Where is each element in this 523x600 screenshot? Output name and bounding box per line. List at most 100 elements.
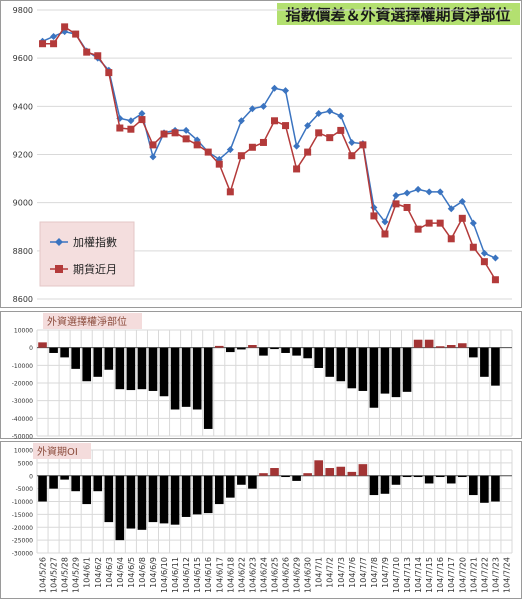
index-point <box>182 126 190 134</box>
middle-bar <box>237 347 246 350</box>
x-axis-date-label: 104/6/18 <box>226 557 235 593</box>
bottom-bar <box>60 475 69 480</box>
futures-point <box>326 134 334 142</box>
bottom-bar <box>137 475 147 530</box>
bottom-bar <box>446 475 456 484</box>
bottom-y-tick-label: -20000 <box>12 525 33 532</box>
middle-bar <box>358 347 368 391</box>
middle-bar <box>281 347 290 353</box>
futures-point <box>171 129 179 137</box>
x-axis-date-label: 104/6/26 <box>282 557 291 593</box>
top-y-tick-label: 8600 <box>13 295 33 304</box>
middle-y-tick-label: 10000 <box>14 328 33 335</box>
middle-y-tick-label: -10000 <box>12 363 33 370</box>
index-point <box>414 185 422 193</box>
index-point <box>337 112 345 120</box>
futures-point <box>271 117 278 125</box>
x-axis-date-label: 104/7/6 <box>348 557 357 588</box>
index-point <box>458 197 466 205</box>
middle-bar <box>413 339 423 348</box>
bottom-bar <box>424 475 434 484</box>
x-axis-date-label: 104/7/7 <box>359 557 368 588</box>
futures-point <box>293 165 301 173</box>
index-point <box>226 146 234 154</box>
x-axis-date-label: 104/7/21 <box>469 557 478 593</box>
bottom-y-tick-label: -15000 <box>12 512 33 519</box>
middle-bar <box>181 347 191 407</box>
top-y-tick-label: 9000 <box>13 199 33 208</box>
index-point <box>248 105 256 113</box>
x-axis-date-label: 104/6/2 <box>94 557 103 588</box>
index-point <box>259 102 267 110</box>
top-y-tick-label: 9400 <box>13 102 33 111</box>
bottom-bar <box>457 475 467 478</box>
x-axis-date-label: 104/6/25 <box>271 557 280 593</box>
bottom-bar <box>281 475 290 478</box>
futures-point <box>72 30 80 38</box>
middle-y-tick-labels: 10000 0 -10000 -20000 -30000 -40000 -50000 <box>12 328 33 441</box>
middle-bar <box>347 347 357 389</box>
bottom-bar <box>248 475 257 489</box>
bottom-bar <box>203 475 213 514</box>
futures-point <box>392 200 400 208</box>
middle-bar <box>380 347 390 394</box>
middle-panel-label-bg <box>43 313 142 329</box>
bottom-y-tick-label: -5000 <box>16 486 34 493</box>
middle-bar <box>115 347 125 390</box>
middle-bar <box>49 347 58 353</box>
bottom-y-tick-labels: 10000 5000 0 -5000 -10000 -15000 -20000 -25000 -… <box>12 448 33 558</box>
middle-bar <box>446 345 456 348</box>
x-axis-date-label: 104/7/14 <box>414 557 423 593</box>
middle-y-tick-label: -30000 <box>12 398 33 405</box>
index-point <box>50 32 58 40</box>
x-axis-date-label: 104/6/22 <box>237 557 246 593</box>
bottom-y-tick-label: -30000 <box>12 551 33 558</box>
middle-bar <box>60 347 69 358</box>
middle-bar <box>148 347 158 391</box>
x-axis-date-label: 104/6/4 <box>116 557 125 588</box>
futures-point <box>436 219 444 227</box>
futures-point <box>469 243 477 251</box>
index-point <box>403 189 411 197</box>
futures-point <box>248 143 256 151</box>
futures-point <box>193 141 201 149</box>
bottom-bar <box>71 475 80 492</box>
bottom-bar <box>491 475 500 502</box>
index-point <box>127 117 135 125</box>
middle-bar <box>126 347 136 391</box>
bottom-bar <box>259 473 268 476</box>
index-point <box>491 254 499 262</box>
middle-bar <box>82 347 92 382</box>
bottom-panel-label: 外資期OI <box>37 446 78 458</box>
middle-bar <box>435 346 445 348</box>
middle-bar <box>71 347 80 369</box>
bottom-bar <box>148 475 158 523</box>
middle-bar <box>259 347 268 356</box>
bottom-gridlines <box>36 449 513 554</box>
x-axis-date-label: 104/6/10 <box>160 557 169 593</box>
middle-bar <box>369 347 379 408</box>
futures-point <box>61 23 69 31</box>
middle-bar <box>226 347 235 353</box>
middle-bar <box>248 345 257 348</box>
bottom-bar <box>159 475 169 524</box>
bottom-bar <box>181 475 191 517</box>
bottom-bar <box>347 471 357 476</box>
bottom-bar <box>292 475 301 481</box>
index-point <box>326 107 334 115</box>
bottom-bar <box>325 468 335 476</box>
middle-bar <box>137 347 147 390</box>
middle-bar <box>469 347 478 358</box>
futures-point <box>425 219 433 227</box>
futures-point <box>315 129 323 137</box>
bottom-bar <box>115 475 125 541</box>
middle-bar <box>104 347 114 370</box>
futures-point <box>215 160 223 168</box>
bottom-bar <box>391 475 401 485</box>
top-y-tick-label: 9800 <box>13 6 33 15</box>
index-point <box>304 122 312 130</box>
x-axis-date-label: 104/7/16 <box>436 557 445 593</box>
x-axis-date-label: 104/5/26 <box>39 557 48 593</box>
title-background <box>277 3 520 25</box>
x-axis-date-label: 104/5/27 <box>50 557 59 593</box>
